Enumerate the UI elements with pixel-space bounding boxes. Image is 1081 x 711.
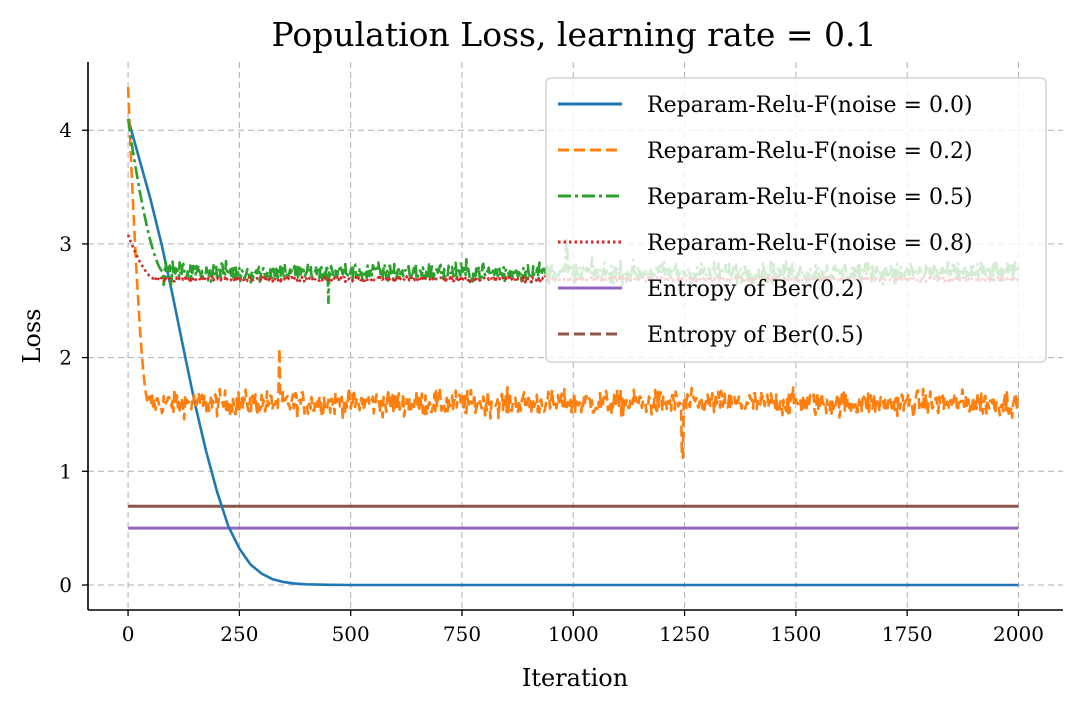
legend-label-3: Reparam-Relu-F(noise = 0.8)	[647, 231, 973, 256]
x-tick-label: 250	[220, 622, 258, 646]
y-tick-label: 3	[59, 232, 72, 256]
x-tick-label: 750	[443, 622, 481, 646]
x-tick-label: 500	[332, 622, 370, 646]
legend-entries: Reparam-Relu-F(noise = 0.0) Reparam-Relu-…	[558, 93, 973, 348]
chart-title: Population Loss, learning rate = 0.1	[272, 15, 877, 54]
y-ticks: 0 1 2 3 4	[59, 118, 88, 597]
legend-box	[545, 77, 1047, 363]
series-line-1	[126, 86, 1020, 459]
x-tick-label: 1500	[770, 622, 821, 646]
y-tick-label: 0	[59, 573, 72, 597]
y-tick-label: 4	[59, 118, 72, 142]
y-tick-label: 1	[59, 459, 72, 483]
x-tick-label: 1750	[882, 622, 933, 646]
legend: Reparam-Relu-F(noise = 0.0) Reparam-Relu-…	[545, 77, 1047, 363]
x-ticks: 0 250 500 750 1000 1250 1500 1750 2000	[122, 610, 1044, 646]
series-line-0	[126, 118, 1019, 587]
x-tick-label: 2000	[993, 622, 1044, 646]
y-tick-label: 2	[59, 346, 72, 370]
y-axis-label: Loss	[18, 308, 46, 363]
legend-label-5: Entropy of Ber(0.5)	[647, 323, 864, 348]
legend-label-1: Reparam-Relu-F(noise = 0.2)	[647, 139, 973, 164]
legend-label-0: Reparam-Relu-F(noise = 0.0)	[647, 93, 973, 118]
x-tick-label: 1250	[659, 622, 710, 646]
x-axis-label: Iteration	[522, 664, 628, 692]
x-tick-label: 1000	[548, 622, 599, 646]
legend-label-2: Reparam-Relu-F(noise = 0.5)	[647, 185, 973, 210]
legend-label-4: Entropy of Ber(0.2)	[647, 277, 864, 302]
x-tick-label: 0	[122, 622, 135, 646]
